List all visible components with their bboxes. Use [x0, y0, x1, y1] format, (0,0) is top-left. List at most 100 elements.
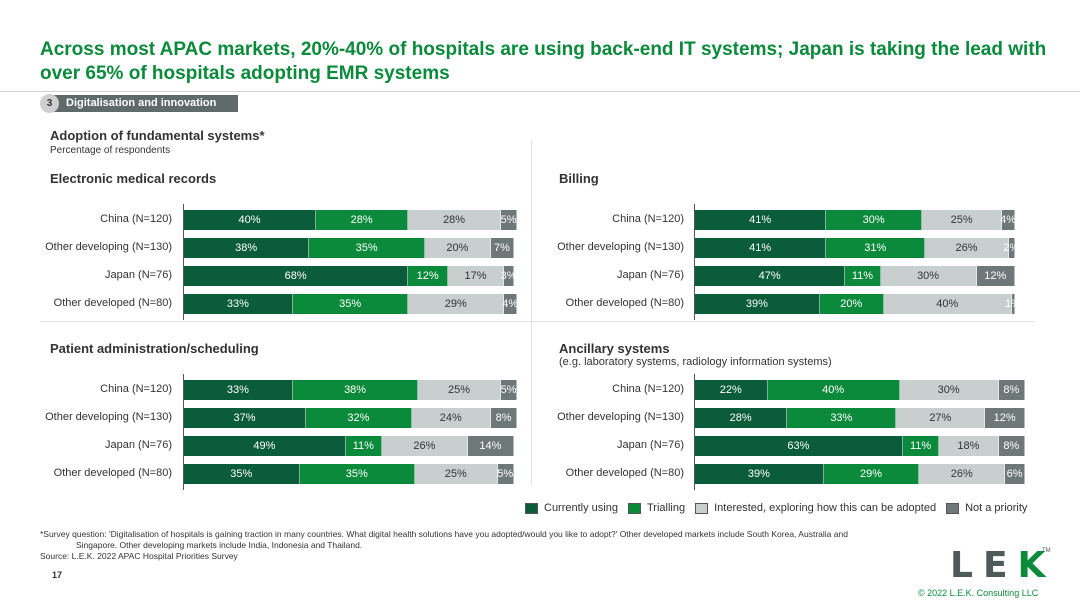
bar-segment-not-priority: 5% — [501, 210, 518, 230]
bar-segment-not-priority: 7% — [490, 238, 514, 258]
panel-divider-horizontal — [40, 321, 1035, 322]
legend-item-interested: Interested, exploring how this can be ad… — [695, 502, 936, 514]
bar-segment-interested: 25% — [922, 210, 1003, 230]
bar-segment-currently-using: 47% — [695, 266, 846, 286]
bar-segment-currently-using: 33% — [184, 294, 293, 314]
category-label: Japan (N=76) — [105, 439, 172, 451]
section-label: Digitalisation and innovation — [48, 95, 239, 112]
bar-segment-currently-using: 39% — [695, 294, 820, 314]
bar-segment-trialling: 11% — [345, 436, 382, 456]
bar-segment-trialling: 33% — [787, 408, 897, 428]
bar-segment-currently-using: 37% — [184, 408, 307, 428]
panel-axis-0 — [183, 204, 184, 320]
bar-segment-currently-using: 22% — [695, 380, 768, 400]
category-label: Other developing (N=130) — [45, 411, 172, 423]
bar-segment-trialling: 32% — [306, 408, 412, 428]
chart-header-subtitle: Percentage of respondents — [50, 145, 171, 156]
panel-title-3: Ancillary systems — [559, 341, 670, 356]
bar-segment-not-priority: 4% — [502, 294, 518, 314]
bar-segment-trialling: 12% — [408, 266, 448, 286]
legend-item-currently-using: Currently using — [525, 502, 618, 514]
bar-segment-interested: 25% — [418, 380, 501, 400]
stacked-bar: 28% 33% 27% 12% — [695, 408, 1025, 428]
panel-title-2: Patient administration/scheduling — [50, 341, 259, 356]
page-number: 17 — [52, 570, 63, 580]
stacked-bar: 47% 11% 30% 12% — [695, 266, 1015, 286]
category-label: Japan (N=76) — [105, 269, 172, 281]
bar-segment-not-priority: 8% — [998, 436, 1025, 456]
bar-segment-not-priority: 2% — [1003, 238, 1019, 258]
panel-title-0: Electronic medical records — [50, 171, 217, 186]
bar-segment-currently-using: 49% — [184, 436, 346, 456]
bar-segment-interested: 40% — [883, 294, 1012, 314]
chart-header: Adoption of fundamental systems* Percent… — [50, 128, 265, 156]
stacked-bar: 68% 12% 17% 3% — [184, 266, 516, 286]
bar-segment-not-priority: 3% — [501, 266, 516, 286]
bar-segment-not-priority: 5% — [501, 380, 518, 400]
bar-segment-not-priority: 6% — [1005, 464, 1025, 484]
stacked-bar: 33% 38% 25% 5% — [184, 380, 518, 400]
bar-segment-interested: 29% — [408, 294, 505, 314]
category-label: Other developed (N=80) — [565, 467, 684, 479]
bar-segment-currently-using: 33% — [184, 380, 293, 400]
bar-segment-interested: 30% — [899, 380, 999, 400]
bar-segment-interested: 27% — [896, 408, 986, 428]
bar-segment-not-priority: 8% — [490, 408, 518, 428]
bar-segment-not-priority: 1% — [1005, 294, 1021, 314]
stacked-bar: 38% 35% 20% 7% — [184, 238, 514, 258]
bar-segment-not-priority: 12% — [976, 266, 1015, 286]
bar-segment-currently-using: 39% — [695, 464, 824, 484]
legend-swatch-currently-using — [525, 502, 538, 514]
panel-axis-3 — [694, 374, 695, 490]
logo-trademark: TM — [1042, 548, 1051, 554]
bar-segment-interested: 17% — [447, 266, 505, 286]
category-label: China (N=120) — [100, 213, 172, 225]
bar-segment-trialling: 29% — [823, 464, 920, 484]
footnote-line-2: Singapore. Other developing markets incl… — [76, 540, 363, 550]
stacked-bar: 41% 31% 26% 2% — [695, 238, 1019, 258]
footnote-line-1: *Survey question: 'Digitalisation of hos… — [40, 529, 848, 539]
bar-segment-trialling: 11% — [902, 436, 940, 456]
stacked-bar: 63% 11% 18% 8% — [695, 436, 1025, 456]
footnote-source: Source: L.E.K. 2022 APAC Hospital Priori… — [40, 551, 238, 561]
category-label: Other developed (N=80) — [565, 297, 684, 309]
legend-swatch-not-priority — [946, 502, 960, 514]
section-number: 3 — [40, 94, 59, 113]
bar-segment-trialling: 31% — [826, 238, 926, 258]
bar-segment-interested: 30% — [880, 266, 977, 286]
legend-label-not-priority: Not a priority — [965, 502, 1028, 514]
footnote: *Survey question: 'Digitalisation of hos… — [40, 529, 940, 562]
stacked-bar: 37% 32% 24% 8% — [184, 408, 518, 428]
bar-segment-interested: 18% — [939, 436, 999, 456]
bar-segment-interested: 28% — [408, 210, 501, 230]
legend-label-currently-using: Currently using — [544, 502, 618, 514]
bar-segment-interested: 24% — [411, 408, 491, 428]
category-label: China (N=120) — [100, 383, 172, 395]
stacked-bar: 39% 20% 40% 1% — [695, 294, 1021, 314]
stacked-bar: 39% 29% 26% 6% — [695, 464, 1025, 484]
bar-segment-trialling: 35% — [292, 294, 409, 314]
bar-segment-interested: 26% — [919, 464, 1006, 484]
category-label: Japan (N=76) — [617, 269, 684, 281]
category-label: Other developing (N=130) — [557, 411, 684, 423]
category-label: Japan (N=76) — [617, 439, 684, 451]
stacked-bar: 41% 30% 25% 4% — [695, 210, 1016, 230]
chart-header-title: Adoption of fundamental systems* — [50, 128, 265, 143]
panel-divider-vertical — [531, 140, 532, 485]
bar-segment-currently-using: 38% — [184, 238, 310, 258]
bar-segment-currently-using: 41% — [695, 238, 827, 258]
bar-segment-trialling: 40% — [767, 380, 900, 400]
chart-legend: Currently using Trialling Interested, ex… — [525, 502, 1037, 514]
panel-subtitle-3: (e.g. laboratory systems, radiology info… — [559, 356, 832, 368]
category-label: China (N=120) — [612, 213, 684, 225]
panel-axis-1 — [694, 204, 695, 320]
lek-logo: LEK — [950, 545, 1055, 586]
bar-segment-interested: 26% — [925, 238, 1009, 258]
stacked-bar: 22% 40% 30% 8% — [695, 380, 1025, 400]
bar-segment-trialling: 28% — [316, 210, 409, 230]
category-label: China (N=120) — [612, 383, 684, 395]
legend-swatch-trialling — [627, 502, 641, 514]
logo-letter-e: E — [982, 545, 1018, 586]
bar-segment-trialling: 35% — [299, 464, 415, 484]
category-label: Other developed (N=80) — [53, 467, 172, 479]
